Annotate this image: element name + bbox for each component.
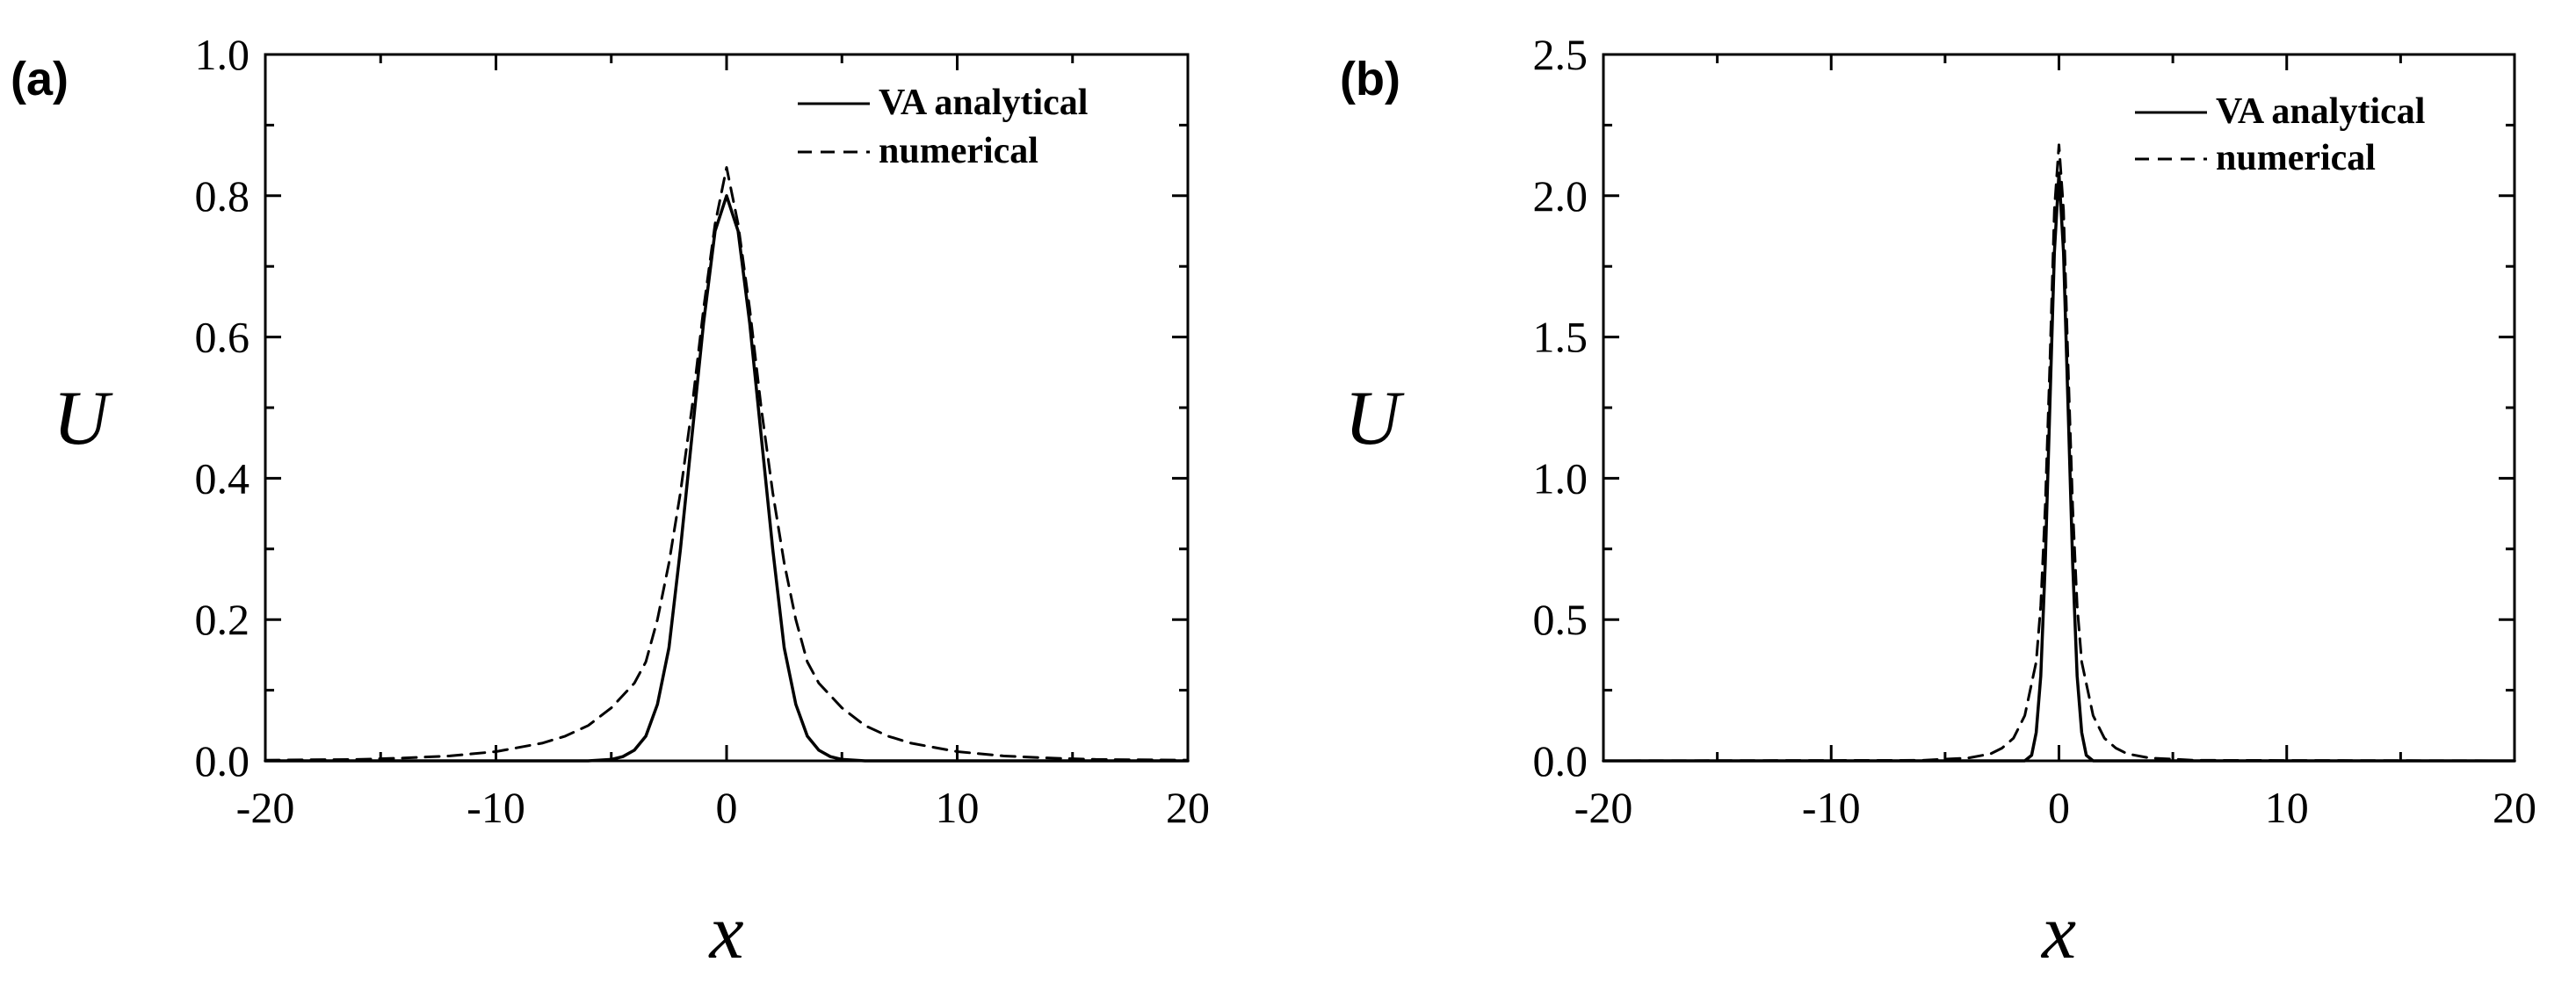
y-tick-label: 0.4 xyxy=(195,453,250,503)
y-tick-label: 1.5 xyxy=(1533,313,1588,362)
x-axis-title: x xyxy=(2040,890,2076,975)
x-tick-label: 20 xyxy=(2493,783,2536,832)
y-tick-label: 0.5 xyxy=(1533,595,1588,644)
y-axis-title: U xyxy=(53,376,113,461)
x-tick-label: 0 xyxy=(716,783,738,832)
series-line-va-analytical xyxy=(1602,171,2516,763)
x-tick-label: -20 xyxy=(1574,783,1633,832)
y-tick-label: 2.5 xyxy=(1533,30,1588,79)
chart-panel-b: -20 -10 0 10 20 0.0 0.5 1.0 1.5 2.0 2.5 x U (b) VA ana… xyxy=(1340,30,2536,975)
panel-label: (b) xyxy=(1340,53,1400,105)
x-tick-label: -20 xyxy=(236,783,295,832)
series-line-numerical xyxy=(1602,143,2516,763)
y-tick-label: 2.0 xyxy=(1533,171,1588,221)
x-tick-label: -10 xyxy=(467,783,525,832)
panel-label: (a) xyxy=(11,53,69,105)
plot-frame xyxy=(264,53,1190,763)
y-tick-label: 0.6 xyxy=(195,313,250,362)
x-axis-title: x xyxy=(707,890,743,975)
y-tick-label: 0.8 xyxy=(195,171,250,221)
legend-label: numerical xyxy=(879,131,1038,171)
legend-label: VA analytical xyxy=(879,83,1088,123)
x-tick-label: 0 xyxy=(2048,783,2070,832)
y-tick-label: 0.0 xyxy=(195,736,250,785)
y-tick-label: 1.0 xyxy=(1533,453,1588,503)
series-line-va-analytical xyxy=(264,194,1190,763)
x-tick-label: 10 xyxy=(2265,783,2309,832)
legend-label: numerical xyxy=(2216,138,2376,178)
x-tick-label: 20 xyxy=(1166,783,1210,832)
y-tick-label: 0.2 xyxy=(195,595,250,644)
y-axis-title: U xyxy=(1344,376,1405,461)
series-line-numerical xyxy=(264,166,1190,762)
y-tick-label: 1.0 xyxy=(195,30,250,79)
legend-label: VA analytical xyxy=(2216,91,2425,132)
x-tick-label: 10 xyxy=(936,783,980,832)
chart-panel-a: -20 -10 0 10 20 0.0 0.2 0.4 0.6 0.8 1.0 x U (a) VA ana… xyxy=(11,30,1210,975)
x-tick-label: -10 xyxy=(1802,783,1861,832)
y-tick-label: 0.0 xyxy=(1533,736,1588,785)
